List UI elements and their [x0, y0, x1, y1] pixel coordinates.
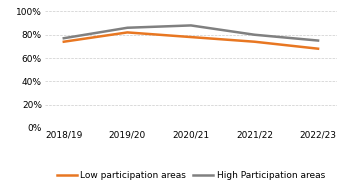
High Participation areas — [189, 24, 193, 27]
Low participation areas — [316, 48, 320, 50]
Low participation areas — [125, 31, 129, 33]
Line: Low participation areas: Low participation areas — [64, 32, 318, 49]
Low participation areas — [62, 41, 66, 43]
High Participation areas — [252, 34, 257, 36]
Legend: Low participation areas, High Participation areas: Low participation areas, High Participat… — [57, 171, 325, 180]
High Participation areas — [125, 27, 129, 29]
Line: High Participation areas: High Participation areas — [64, 25, 318, 41]
High Participation areas — [316, 39, 320, 42]
Low participation areas — [252, 41, 257, 43]
Low participation areas — [189, 36, 193, 38]
High Participation areas — [62, 37, 66, 39]
